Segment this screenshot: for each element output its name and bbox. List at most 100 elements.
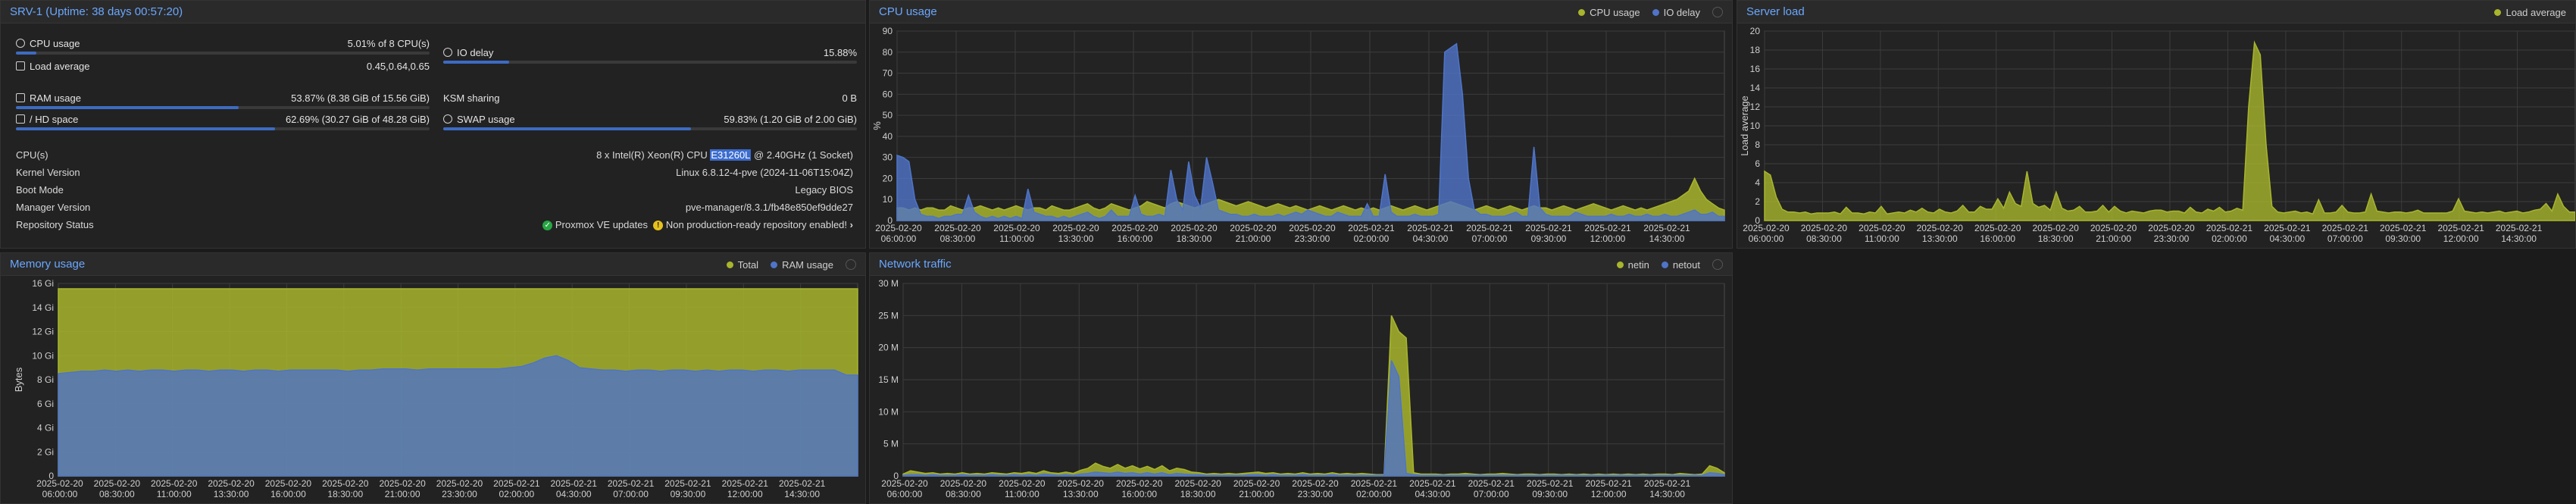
cpus-label: CPU(s) (16, 149, 48, 161)
legend-io-delay[interactable]: IO delay (1652, 7, 1700, 18)
x-tick-date: 2025-02-20 (1801, 223, 1848, 233)
x-tick-date: 2025-02-21 (1351, 478, 1398, 489)
x-tick-date: 2025-02-21 (2496, 223, 2543, 233)
cpus-value-pre: 8 x Intel(R) Xeon(R) CPU (596, 149, 711, 161)
ksm-meter: KSM sharing 0 B (443, 92, 857, 104)
legend-total[interactable]: Total (726, 259, 758, 271)
hd-space-bar-fill (16, 127, 276, 130)
legend-netin[interactable]: netin (1616, 259, 1649, 271)
legend-load-average[interactable]: Load average (2494, 7, 2566, 18)
repository-status-value[interactable]: ✓ Proxmox VE updates ! Non production-re… (542, 218, 853, 231)
y-tick-label: 10 M (878, 406, 899, 417)
x-tick-date: 2025-02-21 (1409, 478, 1456, 489)
boot-mode-label: Boot Mode (16, 184, 64, 196)
y-tick-label: 10 (1750, 121, 1761, 131)
hdd-icon (16, 114, 25, 124)
warning-icon: ! (653, 221, 664, 231)
y-tick-label: 10 (883, 194, 893, 205)
y-tick-label: 10 Gi (32, 350, 54, 361)
x-tick-time: 18:30:00 (1177, 233, 1212, 244)
x-tick-date: 2025-02-20 (875, 223, 922, 233)
cpu-panel-menu-icon[interactable] (1712, 7, 1723, 17)
memory-panel-menu-icon[interactable] (846, 259, 856, 270)
x-tick-time: 21:00:00 (1236, 233, 1271, 244)
legend-ram-usage[interactable]: RAM usage (771, 259, 833, 271)
y-tick-label: 50 (883, 110, 893, 121)
cpus-value: 8 x Intel(R) Xeon(R) CPU E31260L @ 2.40G… (596, 149, 853, 161)
ram-usage-label: RAM usage (30, 92, 81, 104)
kernel-label: Kernel Version (16, 167, 80, 178)
x-tick-time: 11:00:00 (999, 233, 1034, 244)
x-tick-time: 04:30:00 (1413, 233, 1449, 244)
x-tick-time: 06:00:00 (42, 489, 78, 499)
info-row-boot: Boot Mode Legacy BIOS (16, 181, 853, 199)
load-average-value: 0.45,0.64,0.65 (366, 60, 430, 72)
x-tick-date: 2025-02-21 (1585, 478, 1632, 489)
swap-usage-bar-fill (443, 127, 691, 130)
cpu-legend: CPU usage IO delay (1578, 1, 1723, 23)
cpu-meter: CPU usage 5.01% of 8 CPU(s) (16, 37, 430, 55)
x-tick-date: 2025-02-21 (1407, 223, 1454, 233)
x-tick-date: 2025-02-21 (664, 478, 711, 489)
x-tick-date: 2025-02-20 (208, 478, 255, 489)
x-tick-time: 02:00:00 (499, 489, 534, 499)
y-tick-label: 5 M (883, 439, 899, 449)
x-tick-time: 16:00:00 (270, 489, 306, 499)
x-tick-date: 2025-02-20 (993, 223, 1040, 233)
x-tick-date: 2025-02-21 (722, 478, 769, 489)
x-tick-time: 09:30:00 (1532, 489, 1568, 499)
cpu-usage-panel: CPU usage CPU usage IO delay 0 10 20 30 40 50… (869, 0, 1733, 249)
info-row-cpus: CPU(s) 8 x Intel(R) Xeon(R) CPU E31260L … (16, 146, 853, 164)
cpu-usage-label: CPU usage (30, 37, 80, 49)
y-tick-label: 80 (883, 47, 893, 58)
x-tick-time: 21:00:00 (385, 489, 420, 499)
x-tick-date: 2025-02-21 (1644, 478, 1691, 489)
status-panel-header: SRV-1 (Uptime: 38 days 00:57:20) (1, 1, 865, 23)
x-tick-time: 13:30:00 (1058, 233, 1094, 244)
y-tick-label: 15 M (878, 374, 899, 385)
x-tick-time: 14:30:00 (1649, 489, 1685, 499)
chevron-right-icon: › (849, 218, 853, 230)
hd-meter: / HD space 62.69% (30.27 GiB of 48.28 Gi… (16, 113, 430, 130)
ram-usage-bar (16, 106, 430, 109)
x-tick-date: 2025-02-20 (1116, 478, 1163, 489)
cpu-icon (16, 39, 25, 48)
x-tick-date: 2025-02-20 (934, 223, 981, 233)
y-tick-label: 20 (883, 173, 893, 183)
x-tick-time: 11:00:00 (1865, 233, 1899, 244)
x-tick-time: 11:00:00 (157, 489, 192, 499)
x-tick-time: 04:30:00 (2269, 233, 2305, 244)
x-tick-time: 06:00:00 (887, 489, 923, 499)
series-area-io-delay (896, 42, 1725, 221)
network-traffic-chart: 05 M10 M15 M20 M25 M30 M2025-02-2006:00:… (878, 278, 1725, 499)
status-body: CPU usage 5.01% of 8 CPU(s) IO delay 15.… (1, 23, 865, 248)
x-tick-date: 2025-02-20 (1052, 223, 1099, 233)
load-icon (16, 61, 25, 70)
x-tick-date: 2025-02-21 (779, 478, 826, 489)
y-tick-label: 0 (48, 471, 54, 481)
x-tick-date: 2025-02-20 (379, 478, 426, 489)
check-icon: ✓ (542, 221, 553, 231)
x-tick-date: 2025-02-20 (1743, 223, 1790, 233)
x-tick-time: 09:30:00 (671, 489, 706, 499)
legend-cpu-usage[interactable]: CPU usage (1578, 7, 1640, 18)
x-tick-date: 2025-02-21 (1525, 223, 1572, 233)
status-panel: SRV-1 (Uptime: 38 days 00:57:20) CPU usa… (0, 0, 866, 249)
x-tick-date: 2025-02-20 (94, 478, 141, 489)
cpu-panel-title: CPU usage (879, 5, 937, 18)
y-tick-label: 12 (1750, 102, 1761, 112)
memory-panel-header: Memory usage Total RAM usage (1, 253, 865, 276)
kernel-value: Linux 6.8.12-4-pve (2024-11-06T15:04Z) (676, 167, 853, 178)
node-info: CPU(s) 8 x Intel(R) Xeon(R) CPU E31260L … (16, 146, 853, 233)
y-tick-label: 2 Gi (37, 446, 54, 457)
x-tick-date: 2025-02-21 (2206, 223, 2253, 233)
x-tick-date: 2025-02-21 (2322, 223, 2369, 233)
network-panel-menu-icon[interactable] (1712, 259, 1723, 270)
legend-netout[interactable]: netout (1661, 259, 1700, 271)
y-tick-label: 40 (883, 131, 893, 142)
x-tick-date: 2025-02-20 (265, 478, 312, 489)
y-tick-label: 90 (883, 26, 893, 36)
x-tick-date: 2025-02-21 (1348, 223, 1395, 233)
x-tick-date: 2025-02-20 (1230, 223, 1277, 233)
x-tick-time: 04:30:00 (1415, 489, 1450, 499)
